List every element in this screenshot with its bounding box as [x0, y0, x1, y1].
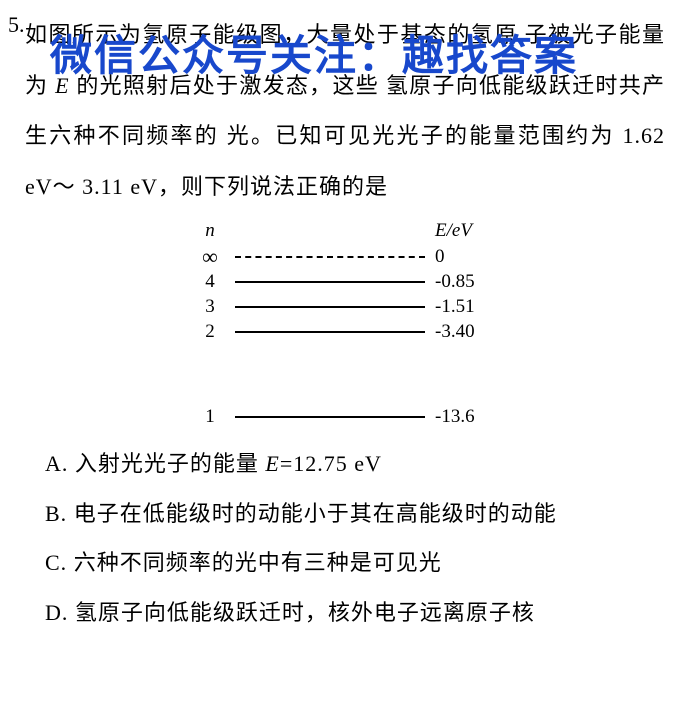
- level-energy-4: -0.85: [430, 271, 500, 293]
- level-gap: [190, 344, 500, 404]
- level-line-4: [235, 281, 425, 283]
- energy-level-2: 2 -3.40: [190, 319, 500, 344]
- level-n-2: 2: [190, 321, 230, 343]
- option-a-formula-E: E: [265, 451, 279, 476]
- energy-level-diagram: n E/eV ∞ 0 4 -0.85 3 -1.51 2 -3.40 1 -13…: [190, 220, 500, 429]
- diagram-header-energy: E/eV: [430, 220, 500, 242]
- option-b-text: 电子在低能级时的动能小于其在高能级时的动能: [67, 501, 557, 526]
- level-n-inf: ∞: [190, 244, 230, 270]
- option-b: B. 电子在低能级时的动能小于其在高能级时的动能: [25, 489, 665, 539]
- energy-level-4: 4 -0.85: [190, 269, 500, 294]
- option-a-text-pre: 入射光光子的能量: [68, 451, 265, 476]
- question-number: 5.: [8, 12, 25, 38]
- level-n-1: 1: [190, 406, 230, 428]
- options-container: A. 入射光光子的能量 E=12.75 eV B. 电子在低能级时的动能小于其在…: [25, 439, 665, 637]
- option-c-text: 六种不同频率的光中有三种是可见光: [67, 550, 442, 575]
- option-d-label: D.: [45, 600, 68, 625]
- option-d-text: 氢原子向低能级跃迁时，核外电子远离原子核: [68, 600, 535, 625]
- energy-level-3: 3 -1.51: [190, 294, 500, 319]
- level-n-3: 3: [190, 296, 230, 318]
- level-energy-inf: 0: [430, 246, 500, 268]
- option-a: A. 入射光光子的能量 E=12.75 eV: [25, 439, 665, 489]
- option-c-label: C.: [45, 550, 67, 575]
- text-line-5: 3.11 eV，则下列说法正确的是: [82, 174, 388, 199]
- energy-level-inf: ∞ 0: [190, 244, 500, 269]
- watermark-text: 微信公众号关注：趣找答案: [50, 22, 578, 83]
- option-c: C. 六种不同频率的光中有三种是可见光: [25, 538, 665, 588]
- level-line-1: [235, 416, 425, 418]
- energy-level-1: 1 -13.6: [190, 404, 500, 429]
- option-d: D. 氢原子向低能级跃迁时，核外电子远离原子核: [25, 588, 665, 638]
- level-line-3: [235, 306, 425, 308]
- level-energy-3: -1.51: [430, 296, 500, 318]
- level-energy-1: -13.6: [430, 406, 500, 428]
- option-b-label: B.: [45, 501, 67, 526]
- diagram-header-n: n: [190, 220, 230, 242]
- level-line-2: [235, 331, 425, 333]
- level-line-inf: [235, 256, 425, 258]
- option-a-label: A.: [45, 451, 68, 476]
- level-n-4: 4: [190, 271, 230, 293]
- option-a-formula-rest: =12.75 eV: [280, 451, 382, 476]
- level-energy-2: -3.40: [430, 321, 500, 343]
